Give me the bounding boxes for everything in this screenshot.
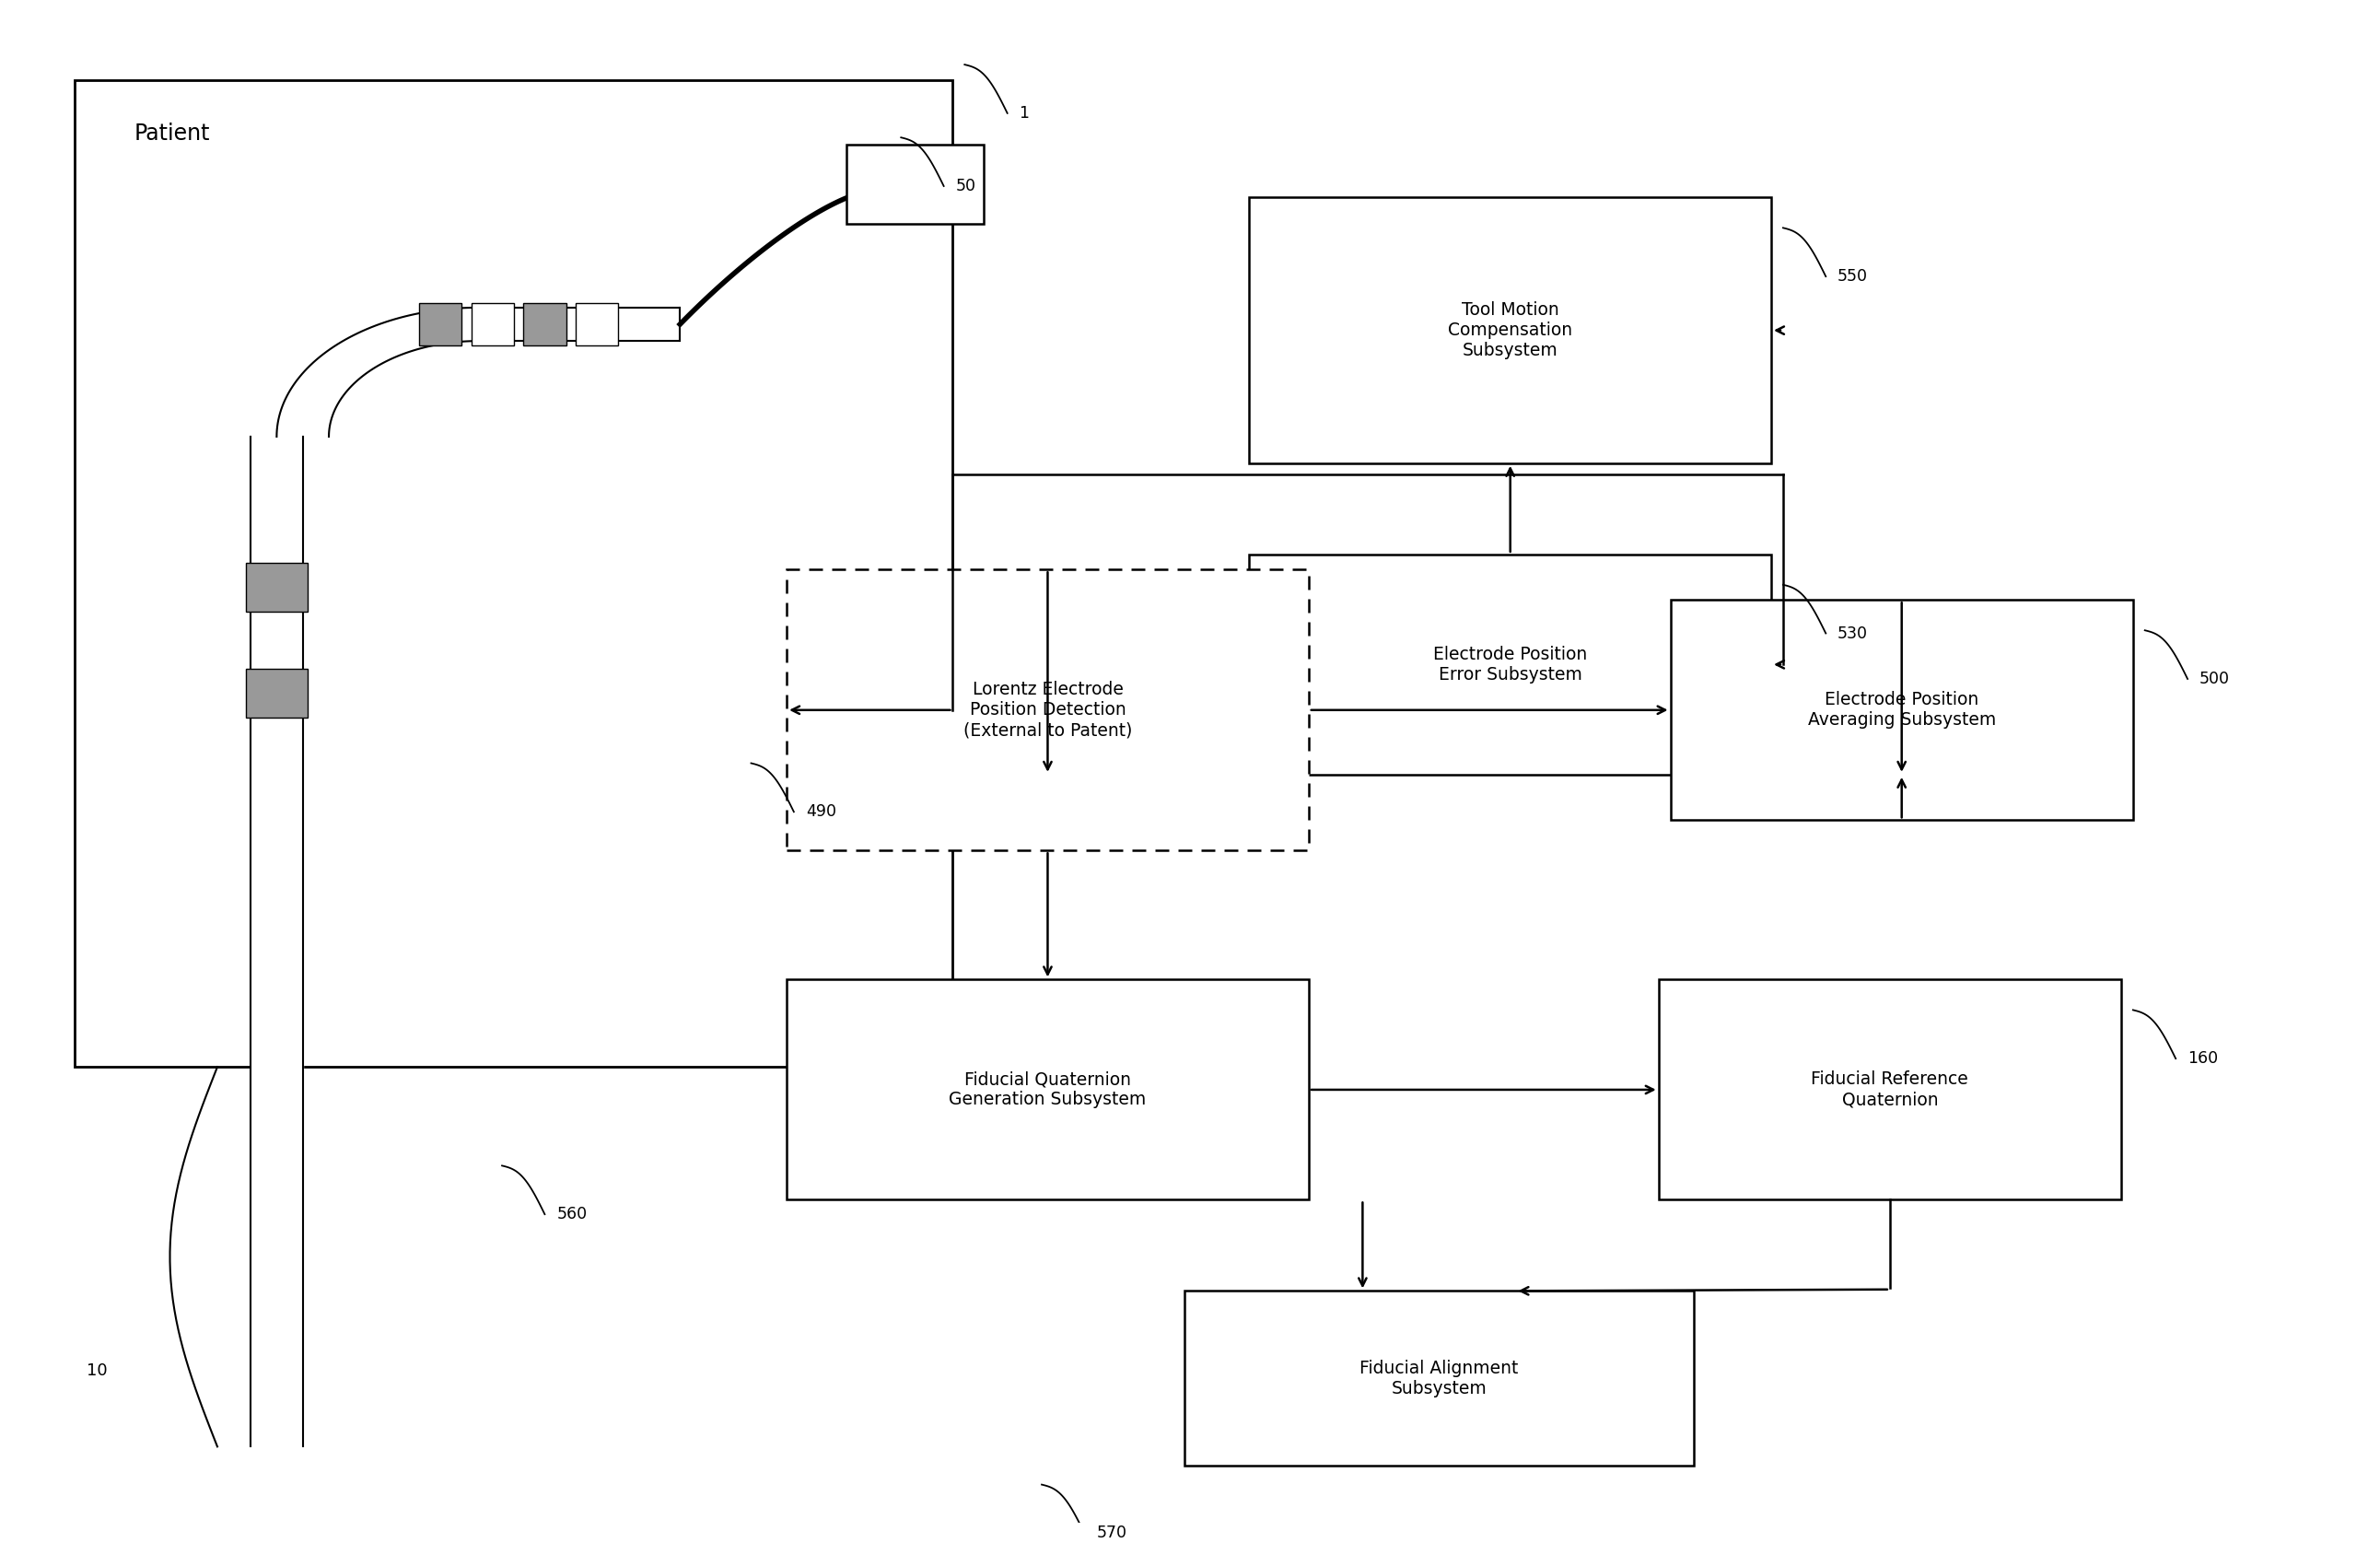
Polygon shape <box>276 307 478 437</box>
Text: Tool Motion
Compensation
Subsystem: Tool Motion Compensation Subsystem <box>1447 301 1573 360</box>
Bar <box>1659 980 2121 1200</box>
Text: 490: 490 <box>807 804 835 819</box>
Bar <box>245 563 307 611</box>
Text: 10: 10 <box>86 1362 107 1379</box>
Bar <box>845 145 983 224</box>
Text: 500: 500 <box>2199 671 2230 687</box>
Text: Fiducial Reference
Quaternion: Fiducial Reference Quaternion <box>1811 1071 1968 1108</box>
Text: 560: 560 <box>557 1207 588 1222</box>
Bar <box>245 670 307 717</box>
Text: 550: 550 <box>1837 268 1868 285</box>
Text: Electrode Position
Averaging Subsystem: Electrode Position Averaging Subsystem <box>1809 691 1997 728</box>
Text: Patient: Patient <box>133 122 209 145</box>
Text: 530: 530 <box>1837 625 1868 642</box>
Bar <box>1671 600 2132 821</box>
Bar <box>788 980 1309 1200</box>
Bar <box>1185 1291 1695 1466</box>
Bar <box>1250 198 1771 463</box>
Bar <box>788 569 1309 850</box>
Text: Fiducial Alignment
Subsystem: Fiducial Alignment Subsystem <box>1359 1359 1518 1396</box>
Bar <box>419 302 462 346</box>
Bar <box>1250 554 1771 775</box>
Text: Electrode Position
Error Subsystem: Electrode Position Error Subsystem <box>1433 645 1587 684</box>
Text: 160: 160 <box>2187 1051 2218 1066</box>
Text: Lorentz Electrode
Position Detection
(External to Patent): Lorentz Electrode Position Detection (Ex… <box>964 680 1133 739</box>
Text: Fiducial Quaternion
Generation Subsystem: Fiducial Quaternion Generation Subsystem <box>950 1071 1147 1108</box>
Bar <box>576 302 619 346</box>
Bar <box>471 302 514 346</box>
Text: 1: 1 <box>1019 105 1028 122</box>
Bar <box>524 302 566 346</box>
Text: 50: 50 <box>957 177 976 194</box>
Text: 570: 570 <box>1097 1524 1126 1541</box>
Bar <box>76 80 952 1066</box>
